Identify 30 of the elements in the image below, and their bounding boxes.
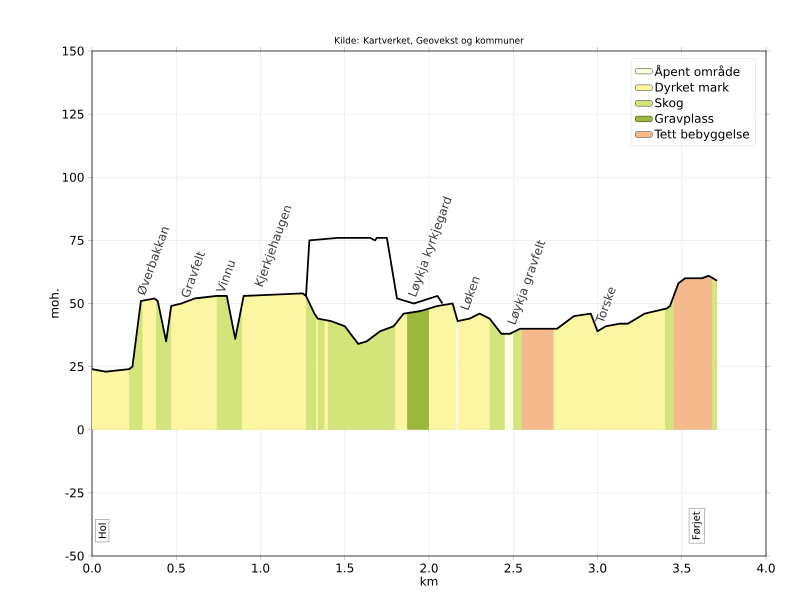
legend-label: Skog (655, 98, 683, 110)
y-tick-label: 150 (62, 46, 84, 56)
x-tick-label: 1.5 (336, 564, 354, 572)
y-axis-title: moh. (49, 290, 59, 318)
legend-label: Tett bebyggelse (654, 129, 750, 141)
y-tick-label: -50 (65, 551, 84, 561)
legend-label: Åpent område (654, 64, 740, 78)
x-tick-label: 4.0 (757, 564, 775, 573)
y-tick-label: 25 (70, 362, 84, 372)
x-tick-label: 2.5 (504, 564, 522, 573)
x-axis-title: km (420, 576, 438, 586)
y-tick-label: -25 (65, 488, 84, 498)
annotation: Løken (460, 277, 480, 310)
y-tick-label: 0 (78, 425, 84, 434)
annotation: Førjet (692, 512, 702, 540)
annotation: Vinnu (216, 260, 236, 291)
x-tick-label: 2.0 (420, 564, 438, 573)
y-tick-label: 50 (70, 298, 84, 308)
x-tick-label: 3.5 (673, 564, 690, 573)
x-tick-label: 0.5 (167, 564, 185, 573)
x-tick-label: 0.0 (83, 564, 101, 573)
x-tick-label: 1.0 (252, 564, 270, 573)
x-tick-label: 3.0 (588, 564, 606, 573)
y-tick-label: 125 (62, 110, 84, 119)
y-tick-label: 75 (70, 236, 84, 245)
legend-label: Dyrket mark (656, 82, 730, 94)
chart-title: Kilde: Kartverket, Geovekst og kommuner (335, 36, 524, 46)
legend-label: Gravplass (655, 114, 714, 126)
annotation: Hol (98, 523, 106, 538)
y-tick-label: 100 (62, 172, 84, 182)
